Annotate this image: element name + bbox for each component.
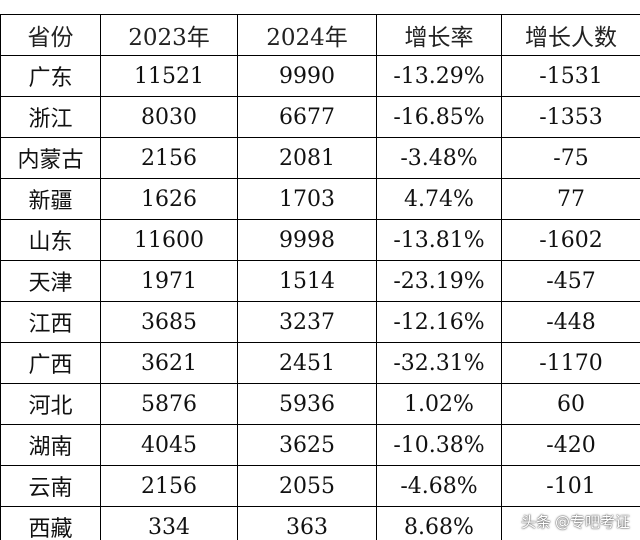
cell-province[interactable]: 广西 [0,342,101,384]
cell-2024[interactable]: 3625 [237,424,377,466]
cell-growth-rate[interactable]: 8.68% [376,506,502,540]
cell-2024[interactable]: 2451 [237,342,377,384]
cell-growth-rate[interactable]: -23.19% [376,260,502,302]
cell-growth-count[interactable]: -101 [501,465,640,507]
cell-2024[interactable]: 2081 [237,137,377,179]
cell-province[interactable]: 天津 [0,260,101,302]
cell-province[interactable]: 广东 [0,55,101,97]
table-row: 广西 3621 2451 -32.31% -1170 [0,342,640,384]
cell-province[interactable]: 湖南 [0,424,101,466]
cell-2024[interactable]: 363 [237,506,377,540]
header-province[interactable]: 省份 [0,14,101,56]
cell-2023[interactable]: 2156 [100,465,238,507]
cell-2024[interactable]: 3237 [237,301,377,343]
cell-growth-rate[interactable]: -3.48% [376,137,502,179]
table-row: 内蒙古 2156 2081 -3.48% -75 [0,137,640,179]
cell-growth-rate[interactable]: -12.16% [376,301,502,343]
cell-growth-count[interactable]: -457 [501,260,640,302]
header-row: 省份 2023年 2024年 增长率 增长人数 [0,14,640,56]
table-row: 云南 2156 2055 -4.68% -101 [0,465,640,507]
header-growth-rate[interactable]: 增长率 [376,14,502,56]
cell-2023[interactable]: 3685 [100,301,238,343]
cell-2023[interactable]: 3621 [100,342,238,384]
cell-province[interactable]: 江西 [0,301,101,343]
cell-2024[interactable]: 1514 [237,260,377,302]
table-row: 浙江 8030 6677 -16.85% -1353 [0,96,640,138]
cell-growth-count[interactable]: -448 [501,301,640,343]
cell-growth-count[interactable]: -1531 [501,55,640,97]
cell-province[interactable]: 新疆 [0,178,101,220]
cell-growth-count[interactable]: -420 [501,424,640,466]
cell-2024[interactable]: 9990 [237,55,377,97]
cell-2023[interactable]: 1971 [100,260,238,302]
table-row: 河北 5876 5936 1.02% 60 [0,383,640,425]
cell-growth-rate[interactable]: -32.31% [376,342,502,384]
table-row: 湖南 4045 3625 -10.38% -420 [0,424,640,466]
table-row: 西藏 334 363 8.68% [0,506,640,540]
cell-growth-count[interactable]: 60 [501,383,640,425]
cell-2023[interactable]: 2156 [100,137,238,179]
cell-2023[interactable]: 334 [100,506,238,540]
header-2023[interactable]: 2023年 [100,14,238,56]
cell-growth-rate[interactable]: -13.81% [376,219,502,261]
table-row: 山东 11600 9998 -13.81% -1602 [0,219,640,261]
cell-growth-count[interactable]: -1170 [501,342,640,384]
cell-province[interactable]: 云南 [0,465,101,507]
table-row: 江西 3685 3237 -12.16% -448 [0,301,640,343]
cell-2023[interactable]: 1626 [100,178,238,220]
cell-province[interactable]: 河北 [0,383,101,425]
cell-2023[interactable]: 5876 [100,383,238,425]
cell-growth-count[interactable]: 77 [501,178,640,220]
cell-growth-rate[interactable]: -16.85% [376,96,502,138]
cell-growth-rate[interactable]: -13.29% [376,55,502,97]
cell-growth-rate[interactable]: -10.38% [376,424,502,466]
cell-growth-rate[interactable]: -4.68% [376,465,502,507]
cell-2023[interactable]: 4045 [100,424,238,466]
cell-province[interactable]: 浙江 [0,96,101,138]
cell-province[interactable]: 内蒙古 [0,137,101,179]
header-2024[interactable]: 2024年 [237,14,377,56]
table-row: 新疆 1626 1703 4.74% 77 [0,178,640,220]
cell-2024[interactable]: 6677 [237,96,377,138]
cell-2024[interactable]: 2055 [237,465,377,507]
cell-2024[interactable]: 1703 [237,178,377,220]
cell-province[interactable]: 山东 [0,219,101,261]
cell-2024[interactable]: 5936 [237,383,377,425]
cell-2023[interactable]: 11600 [100,219,238,261]
cell-growth-count[interactable] [501,506,640,540]
header-growth-count[interactable]: 增长人数 [501,14,640,56]
cell-growth-rate[interactable]: 1.02% [376,383,502,425]
cell-growth-count[interactable]: -1602 [501,219,640,261]
cell-2023[interactable]: 8030 [100,96,238,138]
table-row: 天津 1971 1514 -23.19% -457 [0,260,640,302]
table-row: 广东 11521 9990 -13.29% -1531 [0,55,640,97]
cell-2023[interactable]: 11521 [100,55,238,97]
cell-2024[interactable]: 9998 [237,219,377,261]
cell-growth-count[interactable]: -75 [501,137,640,179]
cell-growth-count[interactable]: -1353 [501,96,640,138]
cell-province[interactable]: 西藏 [0,506,101,540]
cell-growth-rate[interactable]: 4.74% [376,178,502,220]
data-table: 省份 2023年 2024年 增长率 增长人数 广东 11521 9990 -1… [0,14,640,540]
